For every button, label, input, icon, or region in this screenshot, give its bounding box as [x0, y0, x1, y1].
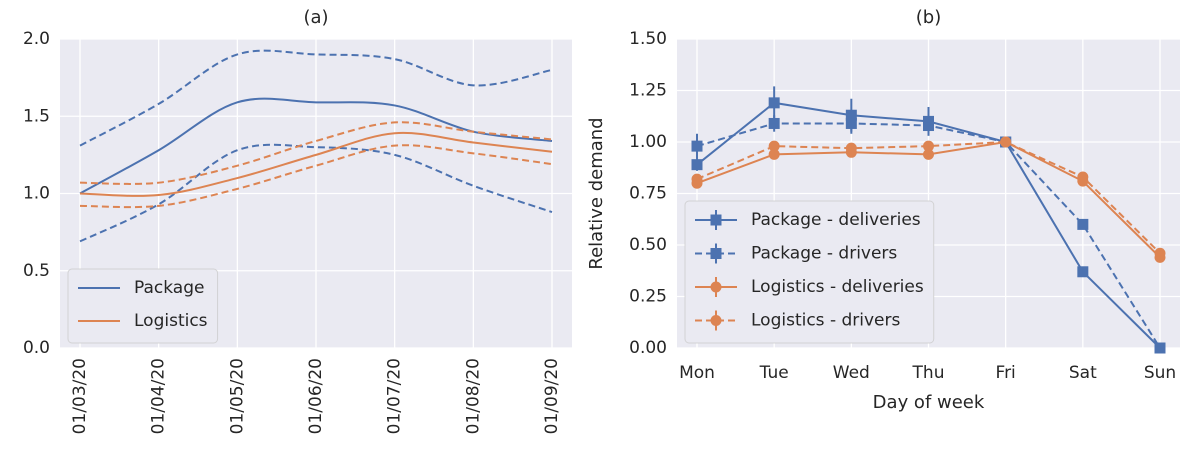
- x-tick-label: 01/07/20: [385, 358, 405, 434]
- legend-swatch: [710, 315, 722, 326]
- x-tick-label: Mon: [679, 363, 715, 383]
- y-tick-label: 1.50: [629, 29, 667, 49]
- y-tick-label: 0.00: [629, 338, 667, 358]
- marker: [768, 117, 780, 129]
- y-tick-label: 1.5: [23, 106, 50, 126]
- legend: Package Logistics: [67, 268, 219, 344]
- marker: [1000, 136, 1012, 148]
- legend-label: Package - drivers: [751, 244, 897, 264]
- marker: [1077, 171, 1089, 183]
- series-line: [79, 131, 553, 197]
- y-tick-label: 1.25: [629, 81, 667, 101]
- y-tick-label: 0.75: [629, 184, 667, 204]
- legend-swatch: [710, 248, 722, 259]
- marker: [768, 97, 780, 109]
- x-axis-label: Day of week: [873, 392, 985, 413]
- band-line: [79, 121, 553, 185]
- chart-title: (b): [916, 7, 941, 28]
- marker: [1077, 218, 1089, 230]
- y-tick-label: 0.25: [629, 287, 667, 307]
- x-tick-label: Sat: [1069, 363, 1097, 383]
- marker: [923, 120, 934, 132]
- x-tick-label: Sun: [1144, 363, 1176, 383]
- x-tick-label: Fri: [996, 363, 1016, 383]
- x-tick-label: Tue: [759, 363, 789, 383]
- band-line: [79, 144, 553, 209]
- y-tick-label: 0.50: [629, 235, 667, 255]
- marker: [1154, 342, 1166, 354]
- x-tick-label: 01/03/20: [70, 358, 90, 434]
- marker: [845, 142, 857, 154]
- legend: Package - deliveries Package - drivers Log…: [684, 200, 935, 344]
- legend-box: [684, 200, 935, 344]
- legend-swatch: [710, 214, 722, 226]
- legend-label: Logistics - drivers: [751, 311, 900, 331]
- marker: [691, 173, 703, 185]
- x-tick-label: 01/08/20: [463, 358, 483, 434]
- legend-label: Package - deliveries: [751, 210, 921, 230]
- x-tick-label: Thu: [912, 363, 945, 383]
- marker: [768, 148, 780, 160]
- y-tick-label: 1.00: [629, 132, 667, 152]
- marker: [923, 148, 934, 160]
- marker: [923, 140, 934, 152]
- x-tick-label: Wed: [833, 363, 870, 383]
- marker: [1154, 247, 1166, 259]
- y-axis-label: Relative demand: [586, 117, 607, 269]
- marker: [691, 159, 703, 171]
- legend-label: Logistics - deliveries: [751, 277, 924, 297]
- y-tick-label: 2.0: [23, 29, 50, 49]
- legend-label: Package: [134, 278, 204, 298]
- chart-title: (a): [303, 7, 328, 28]
- x-tick-label: 01/05/20: [227, 358, 247, 434]
- legend-label: Logistics: [134, 311, 208, 331]
- x-tick-label: 01/04/20: [149, 358, 169, 434]
- x-tick-label: 01/06/20: [306, 358, 326, 434]
- y-tick-label: 0.0: [23, 338, 50, 358]
- legend-swatch: [710, 281, 722, 293]
- marker: [691, 140, 703, 152]
- marker: [768, 140, 780, 152]
- marker: [845, 117, 857, 129]
- x-tick-label: 01/09/20: [542, 358, 562, 434]
- y-tick-label: 1.0: [23, 184, 50, 204]
- band-line: [79, 49, 553, 147]
- marker: [1077, 266, 1089, 278]
- y-tick-label: 0.5: [23, 261, 50, 281]
